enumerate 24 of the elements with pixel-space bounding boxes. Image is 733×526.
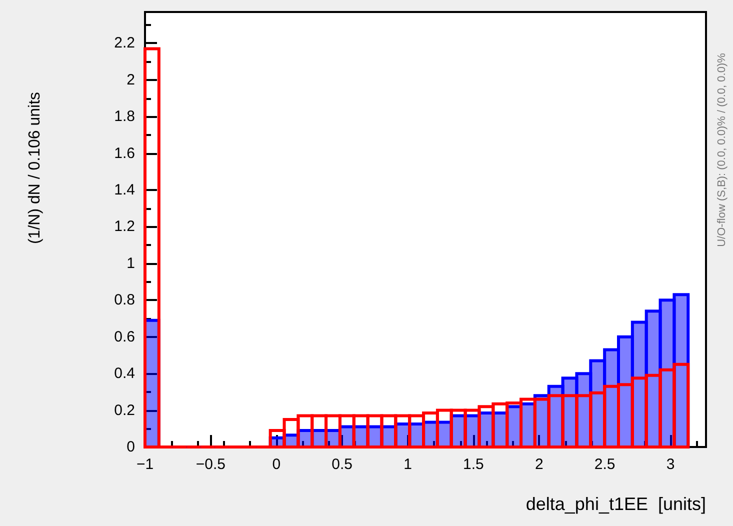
x-tick-label: 1 [404,456,412,473]
y-tick-label: 0.8 [114,292,135,309]
x-tick-label: 0 [272,456,281,473]
y-tick-label: 1 [126,254,135,272]
x-tick-label: 2.5 [594,456,616,473]
y-tick-label: 0.4 [114,365,135,382]
y-tick-label: 0.2 [114,402,135,419]
y-tick-label: 1.6 [114,144,135,162]
y-tick-label: 1.8 [114,108,135,126]
y-tick-label: 2 [126,71,135,88]
x-tick-label: −0.5 [196,456,226,473]
x-tick-label: 3 [666,456,675,473]
text: U/O-flow (S,B): (0.0, 0.0)% / (0.0, 0.0)% [716,52,728,247]
x-axis-title: delta_phi_t1EE [units] [526,494,706,514]
y-axis-title: (1/N) dN / 0.106 units [26,92,44,244]
y-tick-label: 0 [126,438,135,456]
x-tick-label: 1.5 [463,456,484,473]
y-tick-label: 2.2 [114,34,135,52]
x-tick-label: 2 [534,456,544,473]
x-tick-label: −1 [136,456,154,473]
y-tick-label: 0.6 [114,328,135,346]
x-tick-label: 0.5 [332,456,352,473]
y-tick-label: 1.4 [114,182,135,199]
y-tick-label: 1.2 [114,218,135,236]
